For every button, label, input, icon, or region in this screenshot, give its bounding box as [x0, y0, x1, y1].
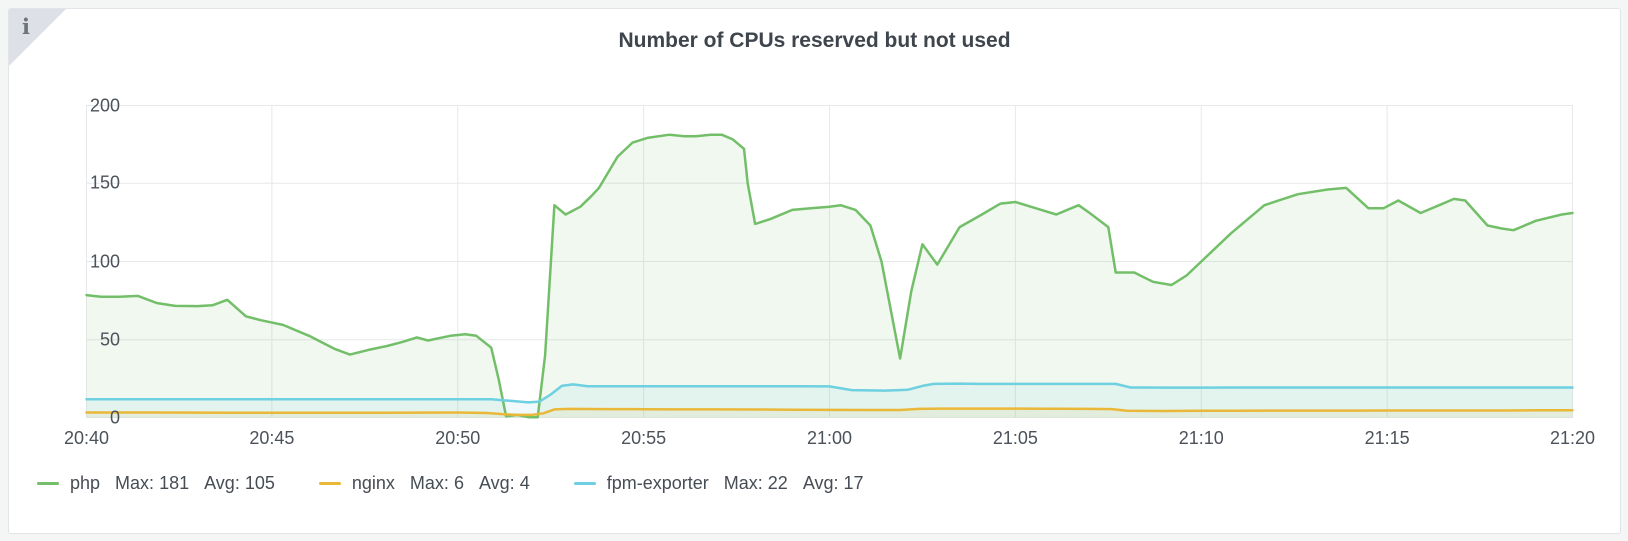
nginx-series-color-swatch: [318, 481, 341, 485]
legend-series-name: fpm-exporter: [606, 472, 709, 493]
x-axis-tick-label: 20:55: [621, 428, 667, 448]
x-axis-tick-label: 21:00: [806, 428, 853, 448]
fpm-exporter-series-color-swatch: [573, 481, 596, 485]
x-axis-tick-label: 21:15: [1364, 428, 1410, 448]
x-axis-tick-label: 21:05: [992, 428, 1038, 448]
grafana-panel: i Number of CPUs reserved but not used 0…: [8, 8, 1621, 534]
chart-area: 0 50 100 150 200 20:40 20:45 20:50 20:55 21:00 21…: [9, 9, 1620, 533]
y-axis-tick-label: 150: [89, 172, 120, 193]
legend-max-stat: Max: 6: [409, 472, 464, 493]
legend-series-name: nginx: [351, 472, 395, 493]
x-axis-tick-label: 20:50: [435, 428, 481, 448]
y-axis-tick-label: 50: [99, 329, 120, 350]
legend-avg-stat: Avg: 17: [802, 472, 864, 493]
info-icon: i: [22, 14, 30, 39]
x-axis-tick-label: 21:10: [1178, 428, 1224, 448]
legend-item-php[interactable]: php Max: 181 Avg: 105: [37, 473, 275, 494]
plot-canvas[interactable]: [85, 105, 1574, 419]
x-axis-tick-label: 20:45: [249, 428, 295, 448]
legend-max-stat: Max: 181: [115, 472, 190, 493]
legend-avg-stat: Avg: 4: [478, 472, 530, 493]
panel-info-corner[interactable]: i: [9, 9, 66, 66]
panel-title[interactable]: Number of CPUs reserved but not used: [618, 29, 1011, 52]
legend-item-nginx[interactable]: nginx Max: 6 Avg: 4: [318, 472, 530, 494]
y-axis-tick-label: 200: [89, 95, 120, 115]
y-axis-tick-label: 0: [109, 407, 120, 427]
y-axis-tick-label: 100: [89, 251, 120, 271]
php-series-color-swatch: [37, 481, 59, 485]
legend-series-name: php: [70, 472, 101, 493]
legend-item-fpm-exporter[interactable]: fpm-exporter Max: 22 Avg: 17: [573, 472, 864, 494]
legend-avg-stat: Avg: 105: [204, 472, 275, 493]
x-axis-tick-label: 20:40: [63, 428, 110, 448]
legend: php Max: 181 Avg: 105 nginx Max: 6 Avg: …: [37, 465, 864, 501]
x-axis-tick-label: 21:20: [1549, 428, 1596, 448]
legend-max-stat: Max: 22: [723, 472, 788, 493]
